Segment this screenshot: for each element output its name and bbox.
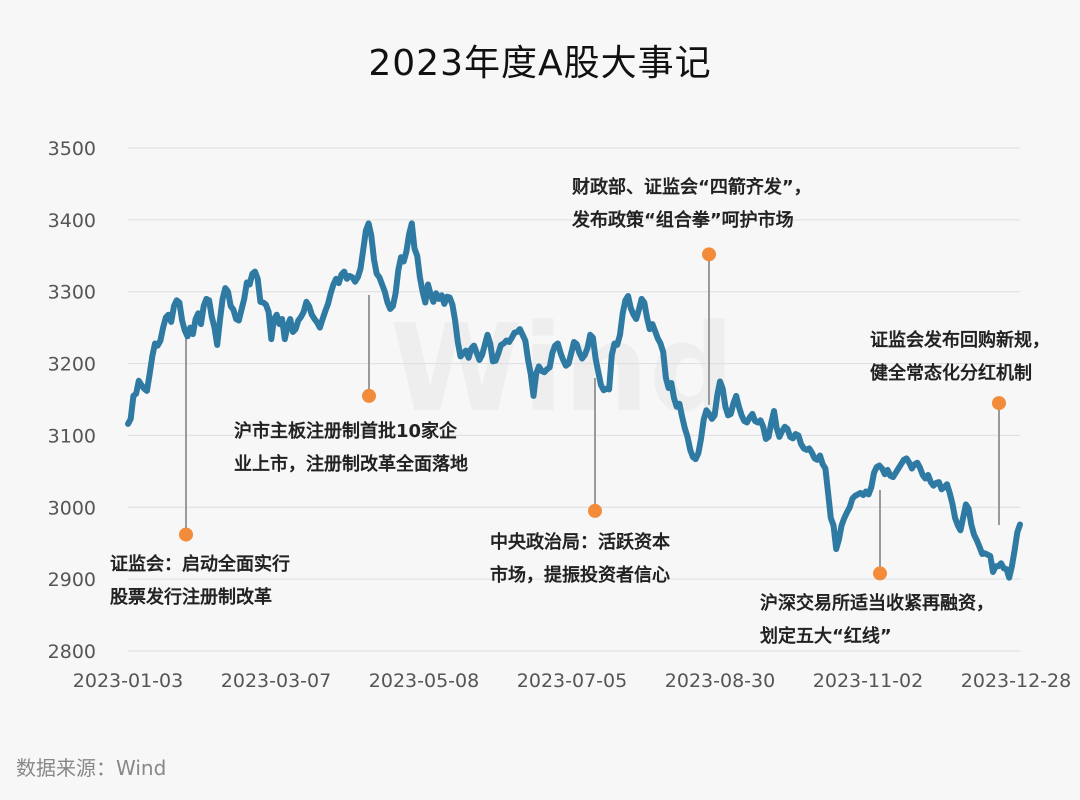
- annotation-text: 发布政策“组合拳”呵护市场: [571, 209, 794, 231]
- y-tick-label: 2900: [48, 569, 96, 591]
- annotation-text: 业上市，注册制改革全面落地: [234, 453, 468, 475]
- x-tick-label: 2023-07-05: [517, 670, 627, 692]
- y-tick-label: 3400: [48, 210, 96, 232]
- annotation-text: 证监会：启动全面实行: [110, 553, 290, 575]
- chart-title: 2023年度A股大事记: [368, 43, 712, 84]
- annotation-marker: [179, 527, 193, 542]
- annotation-text: 财政部、证监会“四箭齐发”，: [572, 176, 812, 198]
- annotation-marker: [702, 247, 716, 262]
- annotation-text: 证监会发布回购新规，: [870, 329, 1050, 351]
- annotation-text: 健全常态化分红机制: [870, 362, 1032, 384]
- annotation-text: 划定五大“红线”: [760, 625, 892, 647]
- annotation-marker: [992, 396, 1006, 411]
- annotation-marker: [873, 566, 887, 581]
- y-tick-label: 3300: [48, 282, 96, 304]
- x-tick-label: 2023-11-02: [813, 670, 923, 692]
- y-tick-label: 3100: [48, 425, 96, 447]
- y-tick-label: 3000: [48, 497, 96, 519]
- x-tick-label: 2023-03-07: [221, 670, 331, 692]
- annotation-text: 中央政治局：活跃资本: [490, 531, 670, 553]
- x-tick-label: 2023-08-30: [665, 670, 775, 692]
- data-source-note: 数据来源：Wind: [16, 756, 167, 780]
- x-tick-label: 2023-12-28: [961, 670, 1071, 692]
- y-tick-label: 3200: [48, 354, 96, 376]
- annotation-text: 沪深交易所适当收紧再融资，: [760, 592, 994, 614]
- annotation-text: 沪市主板注册制首批10家企: [234, 420, 458, 442]
- x-tick-label: 2023-01-03: [73, 670, 183, 692]
- y-tick-label: 3500: [48, 138, 96, 160]
- annotation-text: 股票发行注册制改革: [109, 586, 272, 608]
- series-line-shanghai-index: [125, 220, 1023, 581]
- annotation-marker: [362, 388, 376, 403]
- y-tick-label: 2800: [48, 641, 96, 663]
- x-tick-label: 2023-05-08: [369, 670, 479, 692]
- annotation-marker: [588, 503, 602, 518]
- annotation-text: 市场，提振投资者信心: [490, 564, 670, 586]
